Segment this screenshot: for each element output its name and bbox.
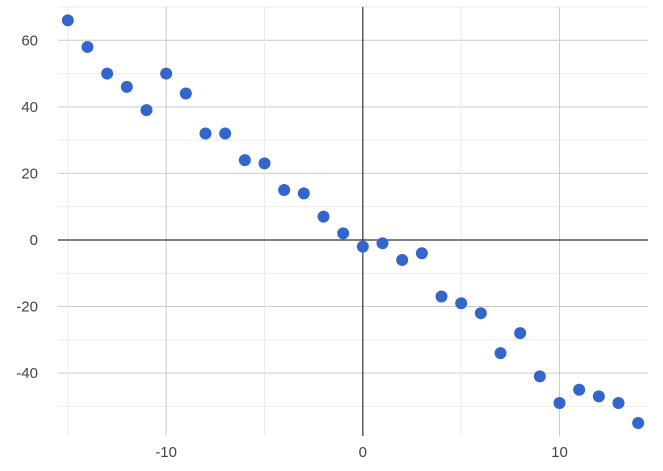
data-point: [278, 184, 291, 197]
data-point: [592, 390, 605, 403]
data-point: [219, 127, 232, 140]
data-point: [376, 237, 389, 250]
data-point: [455, 297, 468, 310]
data-point: [612, 397, 625, 410]
data-point: [573, 383, 586, 396]
data-point: [533, 370, 546, 383]
data-point: [435, 290, 448, 303]
data-point: [415, 247, 428, 260]
y-tick-label: -20: [16, 299, 38, 316]
x-tick-label: 0: [359, 444, 367, 461]
data-point: [140, 104, 153, 117]
y-tick-label: 0: [30, 232, 38, 249]
y-tick-label: 40: [21, 99, 38, 116]
data-point: [101, 67, 114, 80]
data-point: [553, 397, 566, 410]
data-point: [494, 347, 507, 360]
data-point: [120, 80, 133, 93]
data-point: [297, 187, 310, 200]
data-point: [199, 127, 212, 140]
axis-layer: [58, 7, 648, 436]
data-point: [160, 67, 173, 80]
tick-label-layer: -40 -20 0 20 40 60 -10 0 10: [16, 32, 568, 461]
data-point-layer: [61, 14, 645, 430]
data-point: [61, 14, 74, 27]
data-point: [356, 240, 369, 253]
data-point: [238, 154, 251, 167]
y-tick-label: -40: [16, 365, 38, 382]
data-point: [179, 87, 192, 100]
data-point: [632, 417, 645, 430]
data-point: [514, 327, 527, 340]
y-tick-label: 20: [21, 165, 38, 182]
data-point: [81, 40, 94, 53]
data-point: [258, 157, 271, 170]
x-tick-label: -10: [155, 444, 177, 461]
data-point: [396, 253, 409, 266]
y-tick-label: 60: [21, 32, 38, 49]
data-point: [317, 210, 330, 223]
x-tick-label: 10: [551, 444, 568, 461]
grid-layer: [58, 6, 648, 436]
data-point: [474, 307, 487, 320]
data-point: [337, 227, 350, 240]
